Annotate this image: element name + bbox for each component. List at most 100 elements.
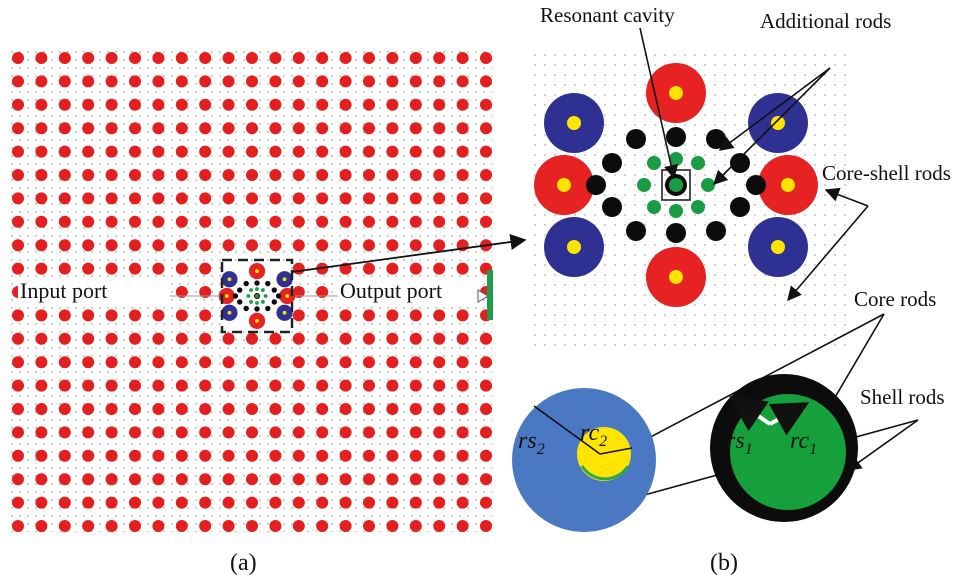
lattice-rod — [152, 332, 165, 345]
lattice-rod — [339, 403, 352, 415]
lattice-rod — [409, 192, 422, 205]
core-shell-rod-core — [282, 310, 287, 315]
lattice-rod — [433, 52, 446, 64]
lattice-rod — [105, 215, 118, 228]
lattice-rod — [246, 520, 258, 532]
lattice-rod — [292, 520, 305, 532]
lattice-rod — [433, 403, 446, 415]
additional-rod — [237, 287, 243, 293]
lattice-rod — [129, 75, 141, 88]
additional-rod-inner — [669, 204, 683, 218]
additional-rod — [232, 293, 239, 299]
lattice-rod — [386, 426, 399, 439]
lattice-rod — [58, 215, 71, 228]
lattice-rod — [199, 239, 212, 252]
lattice-rod — [456, 449, 469, 462]
lattice-rod — [105, 75, 118, 88]
lattice-rod — [129, 52, 141, 64]
lattice-rod — [363, 169, 375, 181]
lattice-rod — [12, 52, 24, 64]
lattice-rod — [409, 98, 422, 111]
lattice-rod — [456, 309, 469, 322]
lattice-rod — [129, 215, 141, 228]
lattice-rod — [175, 75, 188, 88]
lattice-rod — [409, 403, 422, 415]
lattice-rod — [129, 473, 141, 486]
lattice-rod — [269, 122, 282, 135]
lattice-rod — [292, 379, 305, 392]
lattice-rod — [316, 449, 329, 462]
lattice-rod — [35, 215, 48, 228]
lattice-rod — [175, 52, 188, 64]
lattice-rod — [152, 98, 165, 111]
lattice-rod — [246, 332, 258, 345]
lattice-rod — [175, 169, 188, 181]
lattice-rod — [12, 520, 24, 532]
lattice-rod — [129, 496, 141, 509]
lattice-rod — [339, 215, 352, 228]
lattice-rod — [222, 403, 235, 415]
lattice-rod — [339, 309, 352, 322]
lattice-rod — [82, 75, 95, 88]
lattice-rod — [456, 379, 469, 392]
detail-left-outer-radius-label: rs2 — [518, 428, 545, 458]
additional-rod-inner — [255, 301, 259, 305]
lattice-rod — [222, 75, 235, 88]
lattice-rod — [82, 309, 95, 322]
lattice-rod — [175, 332, 188, 345]
additional-rod-inner — [249, 288, 253, 292]
additional-rod-inner — [249, 300, 253, 304]
lattice-rod — [246, 239, 258, 252]
core-shell-rods-label: Core-shell rods — [822, 161, 951, 185]
lattice-rod — [363, 122, 375, 135]
lattice-rod — [222, 449, 235, 462]
lattice-rod — [12, 169, 24, 181]
lattice-rod — [339, 192, 352, 205]
lattice-rod — [480, 75, 492, 88]
lattice-rod — [199, 520, 212, 532]
lattice-rod — [175, 379, 188, 392]
lattice-rod — [35, 332, 48, 345]
lattice-rod — [152, 192, 165, 205]
lattice-rod — [105, 332, 118, 345]
cavity-enlarged — [534, 63, 818, 307]
lattice-rod — [386, 309, 399, 322]
additional-rod-detail: rs1 rc1 — [710, 374, 858, 522]
additional-rods-arrow-1 — [718, 67, 831, 151]
lattice-rod — [292, 169, 305, 181]
lattice-rod — [456, 122, 469, 135]
lattice-rod — [58, 262, 71, 275]
lattice-rod — [386, 262, 399, 275]
additional-rod — [275, 293, 282, 299]
lattice-rod — [456, 356, 469, 369]
detail-left-core-rim — [580, 465, 630, 481]
lattice-rod — [35, 473, 48, 486]
lattice-rod — [269, 215, 282, 228]
lattice-rod — [292, 52, 305, 64]
lattice-rod — [12, 356, 24, 369]
lattice-rod — [222, 239, 235, 252]
lattice-rod — [339, 449, 352, 462]
lattice-rod — [82, 122, 95, 135]
lattice-rod — [105, 169, 118, 181]
additional-rod — [243, 305, 249, 312]
lattice-rod — [35, 262, 48, 275]
lattice-rod — [339, 520, 352, 532]
lattice-rod — [339, 52, 352, 64]
lattice-rod — [246, 192, 258, 205]
lattice-rod — [409, 145, 422, 158]
lattice-rod — [433, 98, 446, 111]
lattice-rod — [433, 379, 446, 392]
lattice-rod — [386, 98, 399, 111]
lattice-rod — [316, 52, 329, 64]
panel-b-caption: (b) — [710, 550, 738, 576]
lattice-rod — [339, 379, 352, 392]
lattice-rod — [433, 239, 446, 252]
lattice-rod — [433, 426, 446, 439]
lattice-rod — [152, 403, 165, 415]
additional-rod-inner — [647, 156, 661, 170]
lattice-rod — [316, 239, 329, 252]
lattice-rod — [292, 449, 305, 462]
lattice-rod — [316, 379, 329, 392]
lattice-rod — [105, 356, 118, 369]
